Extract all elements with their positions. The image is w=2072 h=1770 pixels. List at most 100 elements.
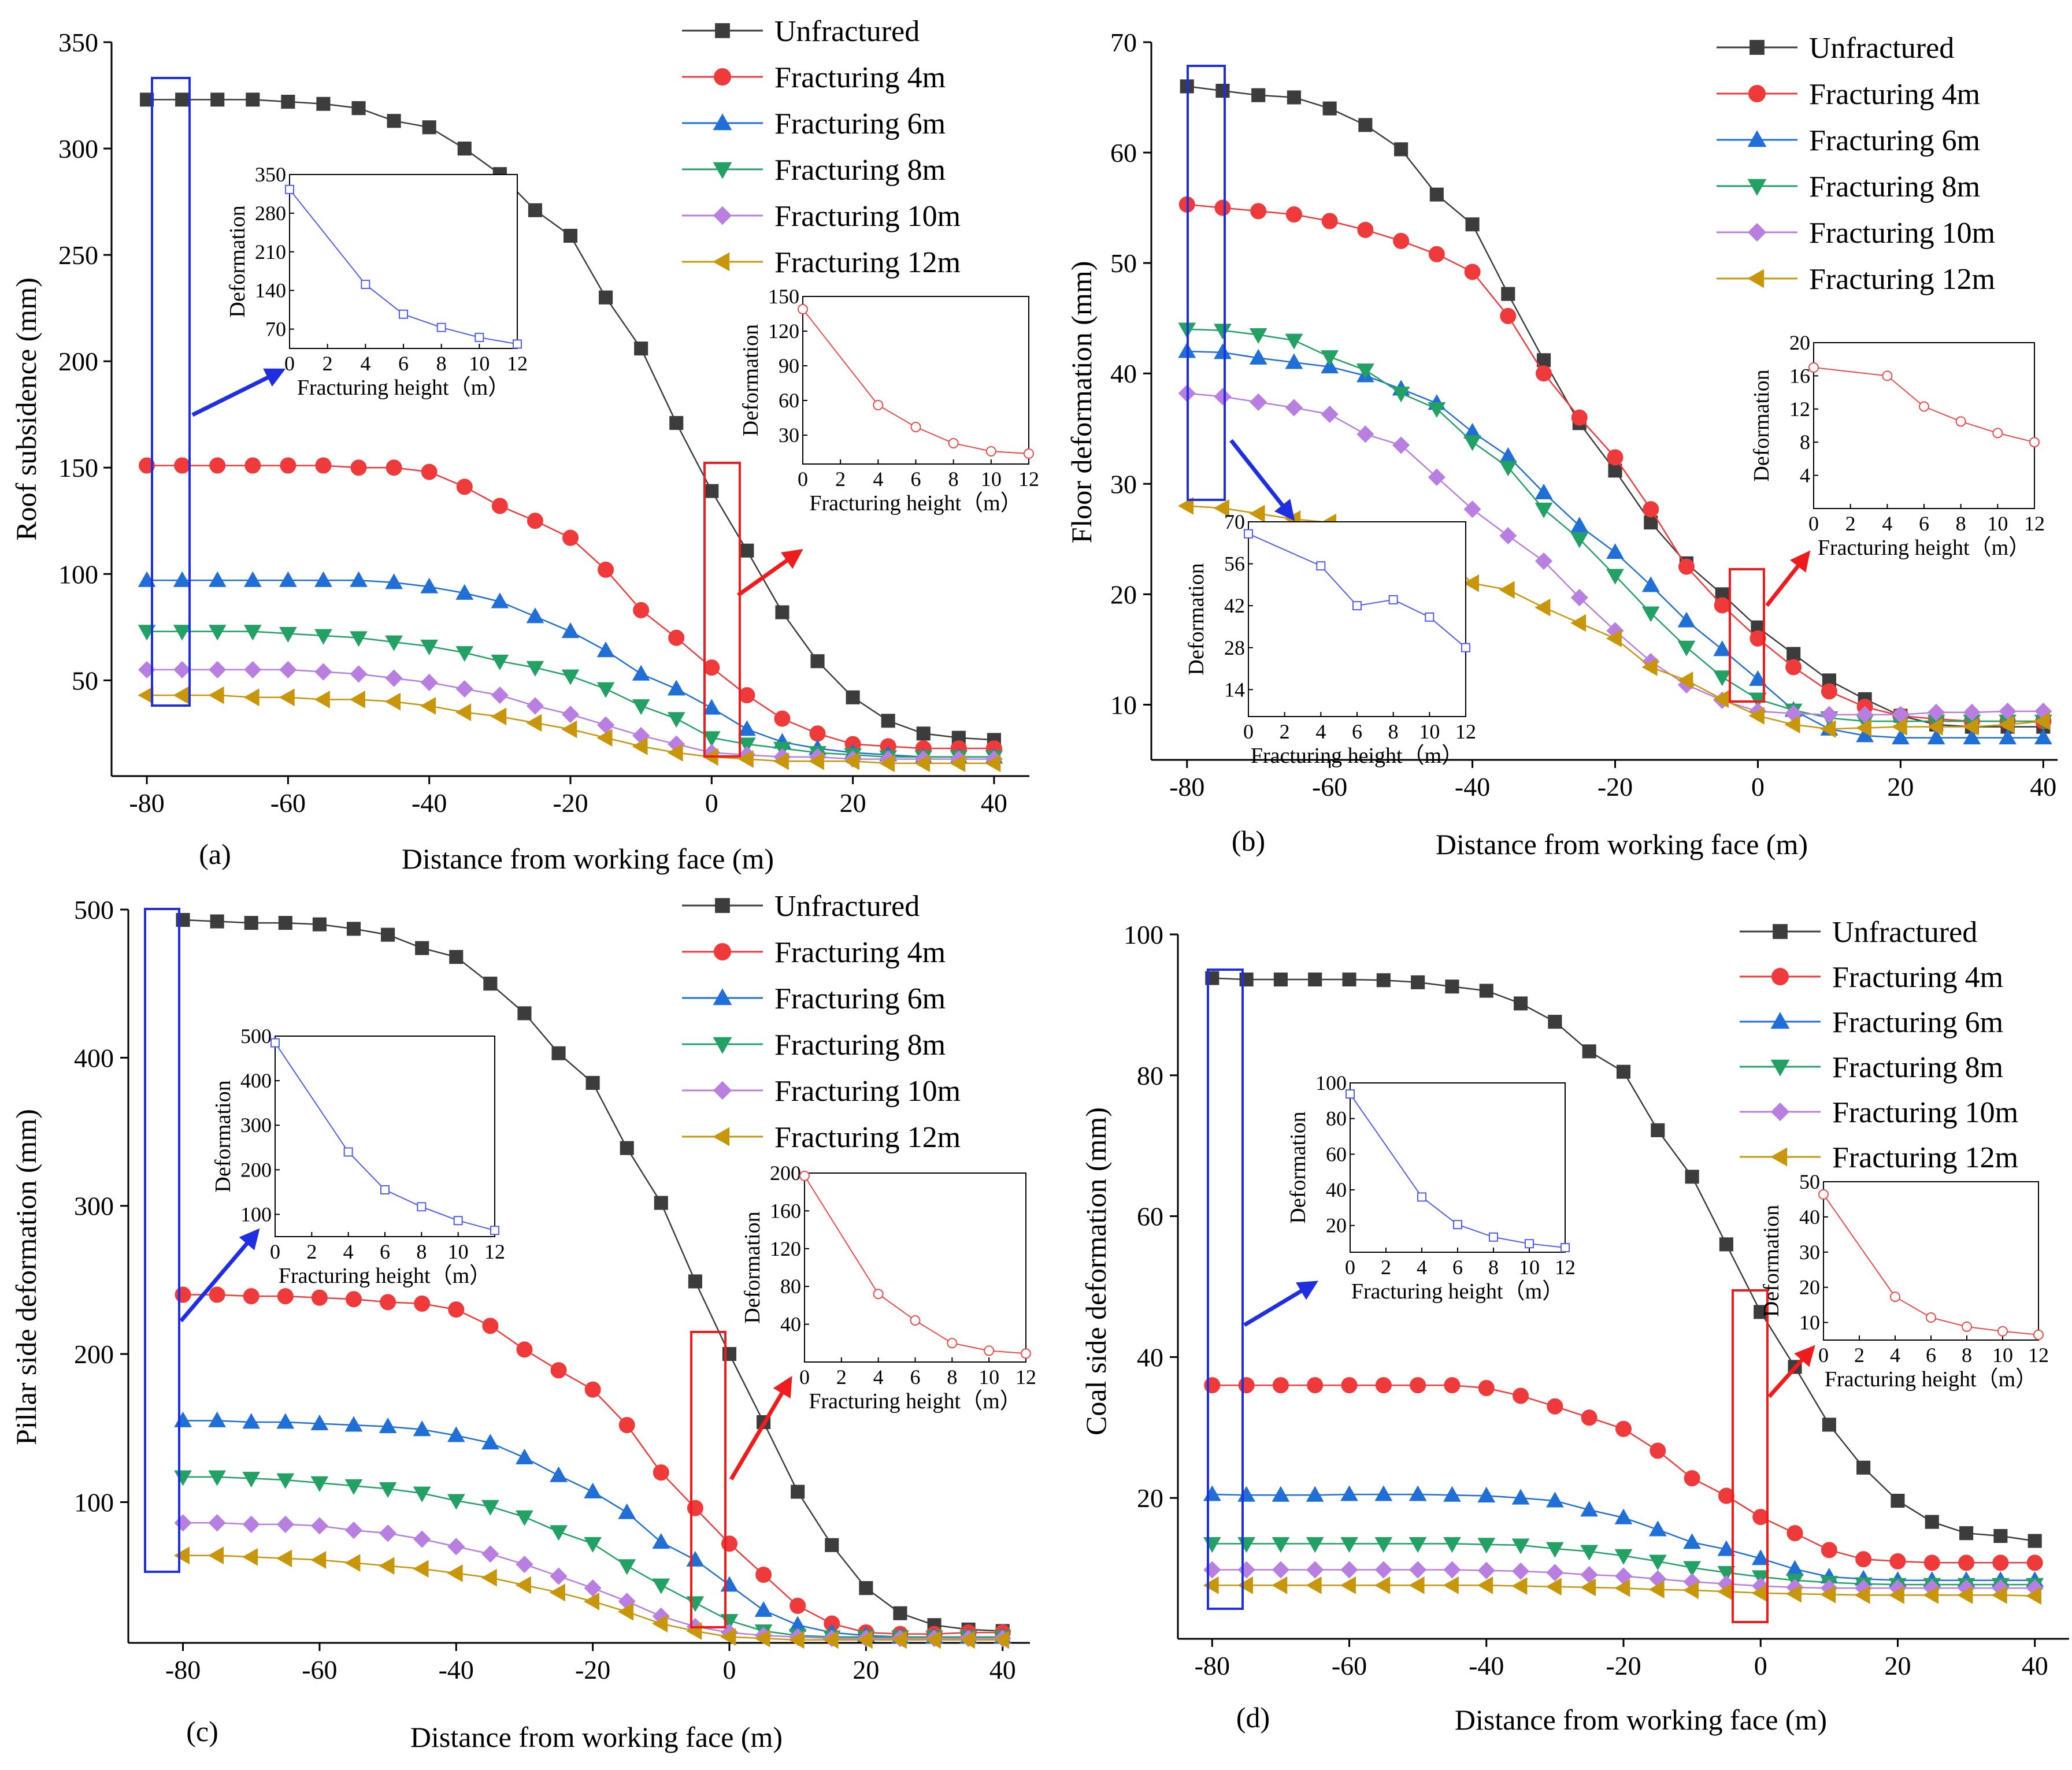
x-tick-label: -60 bbox=[1332, 1651, 1367, 1680]
data-point bbox=[1534, 598, 1551, 617]
highlight-box-left bbox=[1187, 65, 1226, 501]
data-point bbox=[1443, 1537, 1461, 1553]
data-point bbox=[1272, 1486, 1290, 1502]
data-point bbox=[550, 1466, 568, 1482]
data-point bbox=[280, 457, 296, 474]
inset-point bbox=[2029, 437, 2040, 448]
data-point bbox=[1393, 232, 1410, 249]
inset-x-tick-label: 0 bbox=[1808, 512, 1819, 535]
data-point bbox=[1408, 1537, 1427, 1553]
data-point bbox=[2034, 729, 2052, 745]
legend-label: Fracturing 8m bbox=[774, 154, 946, 187]
x-tick-label: 0 bbox=[1751, 772, 1765, 801]
inset-point bbox=[513, 339, 522, 349]
data-point bbox=[755, 1567, 772, 1583]
legend-label: Fracturing 10m bbox=[774, 1075, 961, 1108]
inset-point bbox=[1561, 1242, 1570, 1252]
inset-y-label: Deformation bbox=[740, 1211, 765, 1323]
data-point bbox=[1214, 388, 1232, 406]
data-point bbox=[1477, 1561, 1495, 1579]
inset-right: 0 2 4 6 8 10 12 4 8 12 16 20 Fracturing height（m） Def… bbox=[1749, 331, 2045, 560]
y-tick-label: 300 bbox=[58, 134, 98, 164]
inset-frame bbox=[289, 174, 518, 349]
data-point bbox=[516, 1510, 533, 1526]
legend-label: Fracturing 8m bbox=[1809, 170, 1980, 203]
data-point bbox=[1511, 1577, 1528, 1595]
arrow-left bbox=[191, 368, 286, 417]
inset-x-tick-label: 2 bbox=[835, 467, 846, 491]
legend-marker bbox=[1773, 924, 1788, 939]
data-point bbox=[891, 1631, 907, 1649]
data-point bbox=[1855, 1551, 1872, 1568]
inset-x-label: Fracturing height（m） bbox=[279, 1264, 491, 1288]
inset-x-tick-label: 12 bbox=[1018, 467, 1039, 491]
data-point bbox=[447, 1494, 465, 1510]
x-tick-label: -40 bbox=[412, 788, 447, 818]
data-point bbox=[1856, 1460, 1871, 1475]
data-point bbox=[1820, 1585, 1836, 1604]
inset-point bbox=[1388, 595, 1398, 604]
data-point bbox=[1463, 435, 1481, 451]
inset-point bbox=[2033, 1329, 2044, 1340]
data-point bbox=[1477, 1576, 1493, 1594]
inset-y-label: Deformation bbox=[1184, 563, 1209, 675]
data-point bbox=[278, 916, 292, 930]
legend-label: Unfractured bbox=[1832, 916, 1977, 949]
inset-x-tick-label: 6 bbox=[1926, 1344, 1936, 1367]
legend-marker bbox=[1770, 1012, 1790, 1029]
y-tick-label: 200 bbox=[58, 347, 98, 376]
inset-point bbox=[270, 1038, 280, 1048]
inset-point bbox=[1461, 643, 1470, 652]
data-point bbox=[1251, 88, 1266, 102]
x-tick-label: -20 bbox=[553, 788, 588, 818]
data-point bbox=[1820, 720, 1836, 738]
data-point bbox=[1856, 706, 1874, 723]
data-point bbox=[843, 752, 860, 770]
inset-y-tick-label: 20 bbox=[1789, 331, 1810, 354]
series-unfractured bbox=[140, 92, 1001, 747]
arrow-right bbox=[1767, 1345, 1815, 1398]
data-point bbox=[1548, 1015, 1562, 1029]
inset-y-label: Deformation bbox=[225, 205, 250, 317]
data-point bbox=[1719, 1237, 1733, 1252]
data-point bbox=[314, 571, 332, 587]
data-point bbox=[1321, 350, 1339, 366]
data-point bbox=[379, 1482, 397, 1498]
inset-x-tick-label: 4 bbox=[873, 467, 883, 491]
data-point bbox=[1641, 576, 1660, 592]
data-point bbox=[1643, 501, 1659, 518]
data-point bbox=[279, 626, 297, 643]
data-point bbox=[1513, 1387, 1529, 1404]
data-point bbox=[1683, 1561, 1701, 1577]
data-point bbox=[527, 513, 543, 529]
data-point bbox=[563, 228, 578, 243]
data-point bbox=[491, 654, 509, 670]
series-fracturing-12m bbox=[138, 686, 1001, 773]
y-tick-label: 40 bbox=[1137, 1342, 1163, 1372]
data-point bbox=[1683, 1533, 1701, 1549]
legend-marker bbox=[1770, 1147, 1788, 1167]
data-point bbox=[242, 1472, 261, 1488]
inset-point bbox=[798, 304, 808, 314]
panel-label: (c) bbox=[186, 1715, 218, 1747]
data-point bbox=[1272, 1377, 1289, 1394]
data-point bbox=[1514, 996, 1528, 1011]
inset-right: 0 2 4 6 8 10 12 10 20 30 40 50 Fracturing height（m） D… bbox=[1759, 1170, 2049, 1391]
data-point bbox=[1785, 659, 1802, 676]
inset-x-tick-label: 6 bbox=[910, 1365, 921, 1389]
inset-x-tick-label: 2 bbox=[836, 1365, 847, 1389]
inset-y-label: Deformation bbox=[1759, 1205, 1784, 1317]
data-point bbox=[1342, 972, 1356, 987]
data-point bbox=[447, 1564, 463, 1582]
data-point bbox=[1477, 1538, 1496, 1554]
data-point bbox=[1394, 142, 1408, 157]
data-point bbox=[381, 927, 395, 942]
legend: Unfractured Fracturing 4m Fracturing 6m Fra… bbox=[1717, 32, 1995, 296]
inset-point bbox=[799, 1170, 810, 1181]
data-point bbox=[551, 1046, 566, 1060]
data-point bbox=[421, 463, 438, 480]
x-tick-label: -20 bbox=[1597, 772, 1633, 801]
data-point bbox=[1606, 629, 1622, 648]
data-point bbox=[652, 1532, 670, 1549]
